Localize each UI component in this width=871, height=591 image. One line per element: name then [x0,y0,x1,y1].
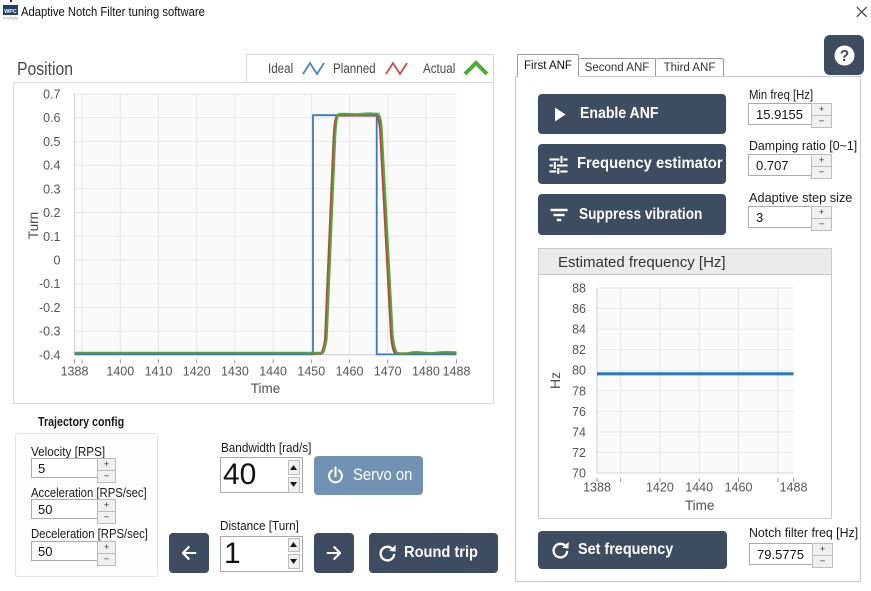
svg-text:Hz: Hz [547,372,563,389]
svg-text:0: 0 [54,254,61,268]
svg-text:1420: 1420 [183,365,211,379]
svg-text:1460: 1460 [725,481,753,495]
svg-text:1450: 1450 [297,365,325,379]
svg-text:82: 82 [572,343,586,357]
svg-text:72: 72 [572,446,586,460]
svg-text:1440: 1440 [685,481,713,495]
svg-text:1410: 1410 [145,365,173,379]
svg-text:0.5: 0.5 [43,135,60,149]
svg-text:88: 88 [572,282,586,296]
svg-text:-0.2: -0.2 [39,301,61,315]
svg-text:1440: 1440 [259,365,287,379]
svg-text:Turn: Turn [26,212,41,239]
svg-text:-0.4: -0.4 [39,348,61,362]
svg-text:74: 74 [572,425,586,439]
svg-text:1388: 1388 [583,481,611,495]
svg-text:0.6: 0.6 [43,111,60,125]
svg-text:84: 84 [572,323,586,337]
svg-text:1470: 1470 [374,365,402,379]
svg-text:Time: Time [251,381,281,396]
svg-text:0.7: 0.7 [43,88,60,102]
svg-text:1388: 1388 [61,365,89,379]
svg-text:1400: 1400 [106,365,134,379]
svg-text:WPC: WPC [4,9,17,15]
svg-text:-0.1: -0.1 [39,277,61,291]
svg-text:76: 76 [572,405,586,419]
svg-text:70: 70 [572,467,586,481]
svg-text:SYSTEMS: SYSTEMS [3,17,18,21]
svg-text:0.3: 0.3 [43,182,60,196]
svg-text:1460: 1460 [336,365,364,379]
svg-text:80: 80 [572,364,586,378]
svg-text:0.2: 0.2 [43,206,60,220]
svg-text:1488: 1488 [443,365,471,379]
svg-text:78: 78 [572,384,586,398]
svg-text:0.1: 0.1 [43,230,60,244]
svg-text:1420: 1420 [646,481,674,495]
svg-text:?: ? [840,48,849,65]
svg-text:1430: 1430 [221,365,249,379]
svg-text:0.4: 0.4 [43,159,60,173]
svg-text:86: 86 [572,302,586,316]
svg-text:Time: Time [685,498,715,513]
svg-text:1480: 1480 [412,365,440,379]
svg-text:1488: 1488 [780,481,808,495]
svg-text:-0.3: -0.3 [39,325,61,339]
